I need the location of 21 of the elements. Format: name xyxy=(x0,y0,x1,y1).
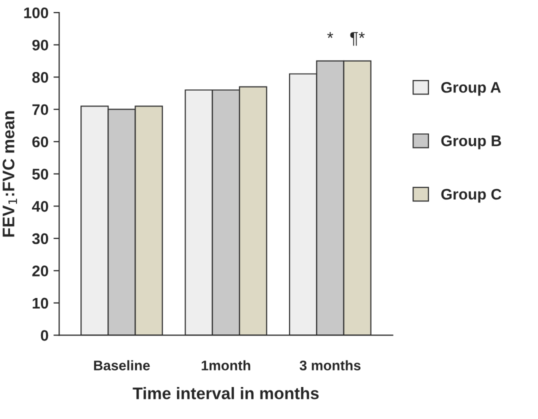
legend-label: Group C xyxy=(441,188,502,203)
y-tick-label: 40 xyxy=(32,201,48,212)
y-tick-label: 90 xyxy=(32,40,48,51)
y-tick-label: 30 xyxy=(32,233,48,244)
x-tick-label: 1month xyxy=(202,360,250,370)
x-tick-label: 3 months xyxy=(300,360,360,370)
x-tick-label: Baseline xyxy=(94,360,150,370)
legend-label: Group A xyxy=(441,82,501,96)
y-tick-label: 80 xyxy=(32,72,48,83)
y-tick-label: 50 xyxy=(32,168,48,180)
y-tick-label: 100 xyxy=(24,7,48,18)
y-tick-label: 70 xyxy=(32,104,48,116)
legend-label: Group B xyxy=(441,135,502,150)
annotation: ¶* xyxy=(350,32,365,46)
y-tick-label: 60 xyxy=(32,136,48,148)
y-tick-label: 20 xyxy=(32,266,48,276)
annotation: * xyxy=(327,32,334,38)
y-tick-label: 10 xyxy=(32,298,48,309)
y-tick-label: 0 xyxy=(40,330,48,341)
x-axis-title: Time interval in months xyxy=(132,387,319,400)
y-axis-title: FEV$_{1}$:FVC mean xyxy=(2,111,17,237)
